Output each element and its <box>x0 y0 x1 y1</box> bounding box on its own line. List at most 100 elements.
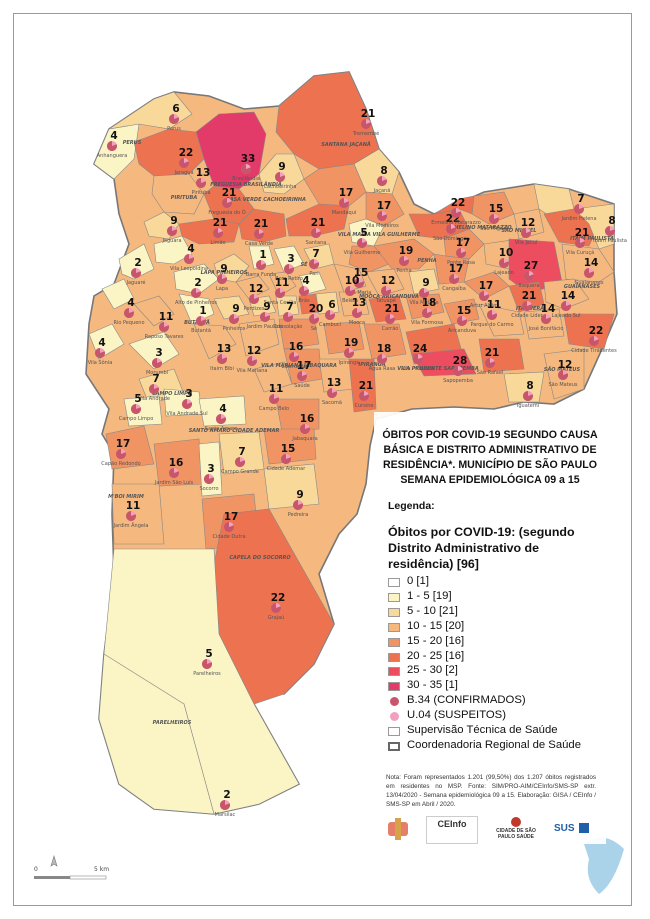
district-polygon <box>198 441 223 497</box>
district-polygon <box>248 245 275 270</box>
region-label: ERMELINO MATARAZZO <box>446 225 512 231</box>
district-marker: 21 Cidade Líder <box>511 290 543 319</box>
district-polygon <box>443 298 480 325</box>
district-value: 11 <box>159 311 174 323</box>
confirmed-dot <box>106 141 117 151</box>
region-label: VILA MARIA VILA GUILHERME <box>338 232 421 238</box>
district-value: 9 <box>422 277 429 289</box>
confirmed-dot <box>253 229 264 239</box>
district-value: 12 <box>521 217 536 229</box>
confirmed-dot <box>178 158 189 168</box>
confirmed-dot <box>288 352 299 362</box>
district-name: Guaianases <box>574 280 603 286</box>
district-marker: 7 Pari <box>308 248 320 277</box>
confirmed-dot <box>376 354 387 364</box>
district-marker: 16 Jabaquara <box>291 413 317 442</box>
district-polygon <box>178 293 215 325</box>
district-value: 16 <box>300 413 315 425</box>
confirmed-dot <box>583 268 594 278</box>
confirmed-dot <box>240 164 251 174</box>
confirmed-dot <box>498 258 509 268</box>
district-marker: 11 Santa Cecília <box>264 277 297 306</box>
district-name: Penha <box>396 268 411 274</box>
district-value: 13 <box>217 343 232 355</box>
district-name: Jardim Helena <box>560 216 596 222</box>
city-health-logo: CIDADE DE SÃO PAULO SAÚDE <box>488 816 544 842</box>
confirmed-dot <box>299 424 310 434</box>
district-value: 1 <box>259 249 266 261</box>
confirmed-dot <box>283 264 294 274</box>
district-marker: 21 Freguesia do Ó <box>208 187 245 216</box>
legend-heading: Legenda: <box>388 500 435 512</box>
district-value: 13 <box>196 167 211 179</box>
district-polygon <box>101 278 135 310</box>
district-value: 18 <box>422 297 437 309</box>
district-value: 21 <box>361 108 376 120</box>
district-value: 22 <box>179 147 194 159</box>
district-name: Jaguara <box>161 238 181 244</box>
region-label-layer: PERUS FREGUESIA BRASILÂNDIA PIRITUBA SANTAN… <box>108 140 614 726</box>
district-name: Jabaquara <box>291 436 317 442</box>
district-name: São Miguel <box>480 226 507 232</box>
district-name: Ponte Rasa <box>447 260 475 266</box>
district-polygon <box>263 428 317 465</box>
district-name: Vila Curuçá <box>566 249 594 256</box>
district-name: Iguatemi <box>517 403 539 409</box>
district-marker: 1 Butantã <box>191 305 211 334</box>
confirmed-dot <box>212 227 223 238</box>
confirmed-dot <box>190 288 201 298</box>
district-marker: 7 Consolação <box>274 301 303 330</box>
district-name: Brasilândia <box>232 175 260 182</box>
reservoir-shape <box>584 837 624 894</box>
district-marker: 27 Itaquera <box>518 260 539 289</box>
district-marker: 7 Vila Andrade <box>138 373 170 402</box>
district-polygon <box>213 295 250 320</box>
legend-label: 0 [1] <box>407 575 429 587</box>
district-marker: 19 Penha <box>396 245 413 274</box>
district-marker: 13 Pirituba <box>191 167 210 196</box>
region-label: SANTO AMARO CIDADE ADEMAR <box>189 428 280 434</box>
confirmed-dot <box>181 399 192 409</box>
confirmed-dot <box>376 211 387 222</box>
region-label: CAPELA DO SOCORRO <box>229 555 291 561</box>
north-arrow-icon <box>34 854 107 880</box>
district-value: 15 <box>457 305 472 317</box>
district-polygon <box>365 268 405 297</box>
district-name: Santa Cecília <box>264 299 297 306</box>
district-name: Sé <box>311 325 317 332</box>
district-value: 15 <box>489 203 504 215</box>
district-value: 9 <box>278 161 285 173</box>
district-name: Cangaíba <box>442 285 466 292</box>
district-name: Consolação <box>274 324 303 330</box>
district-marker: 9 Jaguara <box>161 215 181 244</box>
confirmed-dot <box>195 316 206 327</box>
district-value: 8 <box>526 380 533 392</box>
district-polygon <box>238 208 287 243</box>
district-name: Cidade Líder <box>511 312 543 319</box>
district-value: 11 <box>275 277 290 289</box>
district-marker: 19 Ipiranga <box>339 337 360 366</box>
district-name: Parelheiros <box>193 671 221 677</box>
district-name: Lajeado Sul <box>552 313 581 319</box>
scale-end-label: 5 km <box>94 866 110 873</box>
legend-swatch <box>388 622 400 632</box>
district-value: 11 <box>126 500 141 512</box>
district-polygon <box>268 271 297 297</box>
sus-logo-text: SUS <box>554 823 575 834</box>
district-marker: 11 Raposo Tavares <box>145 311 184 340</box>
confirmed-dot <box>344 286 355 296</box>
confirmed-dot <box>94 348 105 358</box>
district-name: Cachoeirinha <box>264 184 297 190</box>
district-name: Rio Pequeno <box>113 320 144 326</box>
confirmed-dot <box>353 278 364 288</box>
district-value: 9 <box>170 215 177 227</box>
district-value: 4 <box>127 297 134 309</box>
district-name: Jaguaré <box>126 279 146 286</box>
district-marker: 9 Pedreira <box>288 489 309 518</box>
district-name: Vila Maria <box>347 290 372 296</box>
district-value: 9 <box>232 303 239 315</box>
district-value: 7 <box>286 301 293 313</box>
district-marker: 10 Belém <box>342 275 359 304</box>
legend-dot <box>390 712 399 722</box>
district-value: 21 <box>213 217 228 229</box>
